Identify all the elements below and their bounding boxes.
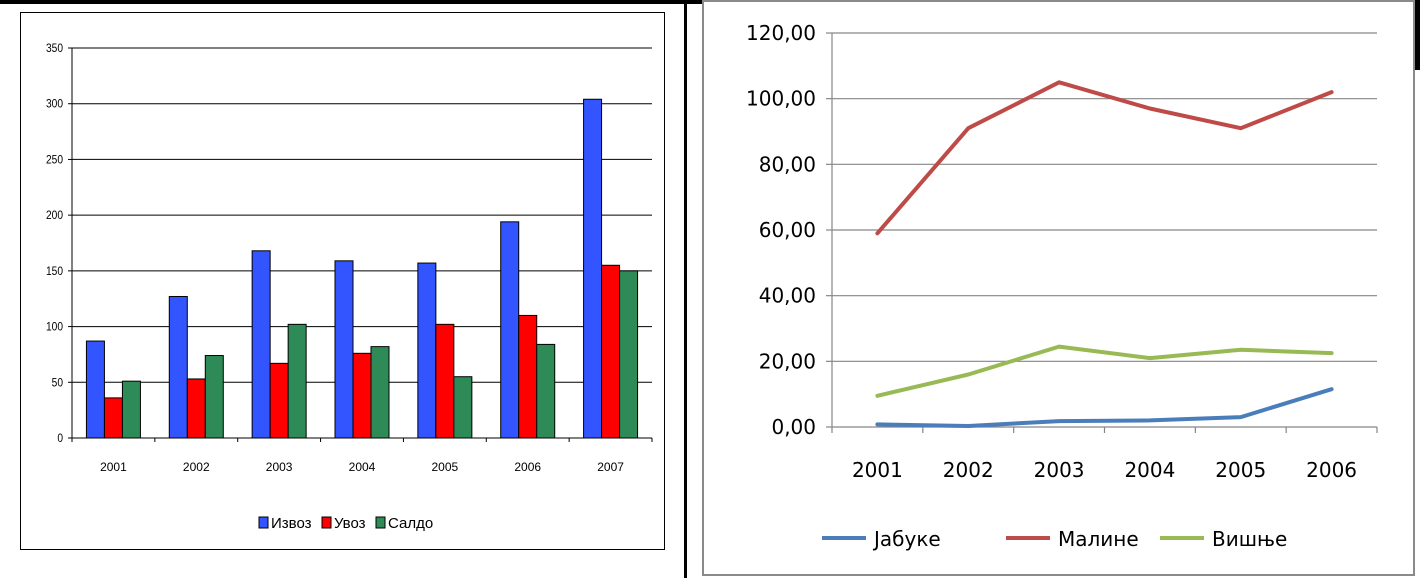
- x-tick-label: 2003: [1034, 458, 1085, 482]
- bar-Салдо: [370, 346, 390, 439]
- y-tick-label: 200: [46, 209, 63, 222]
- series-line-Вишње: [875, 344, 1334, 398]
- x-tick-label: 2003: [266, 460, 293, 474]
- legend-label-Извоз: Извоз: [271, 515, 312, 532]
- series-line-Јабуке: [875, 387, 1334, 428]
- y-tick-label: 150: [46, 265, 63, 278]
- bar-Увоз: [352, 352, 372, 439]
- y-tick-label: 40,00: [759, 284, 816, 308]
- right-edge-block: [1414, 0, 1420, 70]
- bar-Извоз: [417, 262, 437, 439]
- x-tick-label: 2004: [349, 460, 376, 474]
- y-tick-label: 350: [46, 42, 63, 55]
- bar-Извоз: [85, 340, 105, 439]
- x-tick-label: 2005: [432, 460, 459, 474]
- bar-Салдо: [453, 376, 473, 439]
- y-tick-label: 250: [46, 154, 63, 167]
- legend-label-Салдо: Салдо: [388, 515, 433, 532]
- bar-Увоз: [518, 314, 538, 439]
- bar-Салдо: [619, 270, 639, 439]
- legend-swatch-Салдо: [375, 516, 386, 529]
- x-tick-label: 2005: [1215, 458, 1266, 482]
- x-tick-label: 2006: [1306, 458, 1357, 482]
- x-tick-label: 2001: [852, 458, 903, 482]
- x-tick-label: 2001: [100, 460, 127, 474]
- legend-swatch-Увоз: [321, 516, 332, 529]
- series-line-Малине: [875, 80, 1334, 236]
- y-tick-label: 60,00: [759, 218, 816, 242]
- y-tick-label: 100,00: [746, 87, 816, 111]
- bar-Салдо: [204, 355, 224, 439]
- y-tick-label: 100: [46, 321, 63, 334]
- bar-Салдо: [121, 380, 141, 439]
- fruit-line-chart-panel: 0,00 20,00 40,00 60,00 80,00 100,00 120,00 2001…: [702, 0, 1415, 576]
- bar-Увоз: [103, 397, 123, 439]
- trade-bar-chart: 0 50 100 150 200 250 300 350 2001 2002 2003 2004 200…: [46, 42, 653, 532]
- y-tick-label: 0,00: [771, 415, 816, 439]
- x-tick-label: 2004: [1124, 458, 1175, 482]
- legend-label-Малине: Малине: [1058, 527, 1139, 551]
- panel-divider: [684, 0, 687, 578]
- bar-Извоз: [251, 250, 271, 439]
- bar-Увоз: [601, 264, 621, 439]
- bar-Увоз: [269, 362, 289, 439]
- x-tick-label: 2002: [183, 460, 210, 474]
- y-tick-label: 120,00: [746, 21, 816, 45]
- legend-swatch-Извоз: [258, 516, 269, 529]
- legend-label-Јабуке: Јабуке: [872, 527, 941, 551]
- bar-Извоз: [500, 221, 520, 439]
- y-tick-label: 20,00: [759, 349, 816, 373]
- y-tick-label: 80,00: [759, 152, 816, 176]
- x-tick-label: 2007: [597, 460, 624, 474]
- bar-Салдо: [287, 323, 307, 439]
- legend-label-Вишње: Вишње: [1212, 527, 1287, 551]
- x-tick-label: 2002: [943, 458, 994, 482]
- bar-Увоз: [435, 323, 455, 439]
- y-tick-label: 300: [46, 98, 63, 111]
- bar-Салдо: [536, 343, 556, 439]
- y-tick-label: 0: [57, 432, 63, 445]
- bar-Извоз: [168, 295, 188, 439]
- fruit-line-chart: 0,00 20,00 40,00 60,00 80,00 100,00 120,00 2001…: [746, 21, 1378, 551]
- legend-label-Увоз: Увоз: [334, 515, 366, 532]
- x-tick-label: 2006: [514, 460, 541, 474]
- bar-Увоз: [186, 378, 206, 439]
- y-tick-label: 50: [52, 377, 63, 390]
- trade-bar-chart-panel: 0 50 100 150 200 250 300 350 2001 2002 2003 2004 200…: [20, 12, 665, 550]
- bar-Извоз: [334, 260, 354, 439]
- bar-Извоз: [583, 98, 603, 439]
